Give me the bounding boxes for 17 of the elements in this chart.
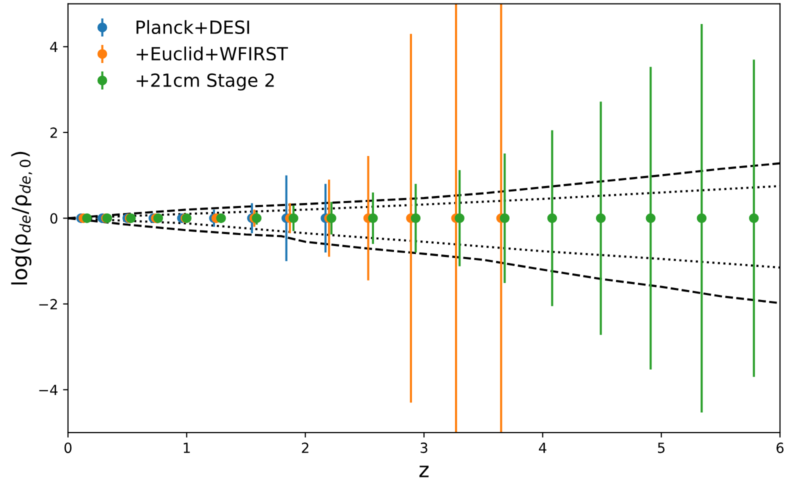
y-tick-label: −4 — [39, 384, 58, 395]
legend-label: +21cm Stage 2 — [136, 73, 274, 91]
y-tick-label: −2 — [39, 298, 57, 310]
x-tick-label: 3 — [420, 442, 428, 454]
x-tick-label: 1 — [184, 442, 190, 453]
x-tick-label: 0 — [64, 442, 72, 454]
x-tick-label: 5 — [658, 442, 665, 454]
legend-label: Planck+DESI — [136, 20, 250, 34]
x-axis-title: z — [419, 466, 429, 478]
y-tick-label: 2 — [50, 127, 57, 138]
y-axis-title: log(ρ$_{de}$/ρ$_{de,0}$) — [11, 152, 32, 284]
y-tick-label: 0 — [50, 213, 58, 224]
x-tick-label: 2 — [302, 442, 308, 453]
y-tick-label: 4 — [50, 42, 58, 52]
legend-label: +Euclid+WFIRST — [136, 46, 288, 61]
x-tick-label: 6 — [776, 442, 784, 454]
x-tick-label: 4 — [538, 442, 546, 453]
